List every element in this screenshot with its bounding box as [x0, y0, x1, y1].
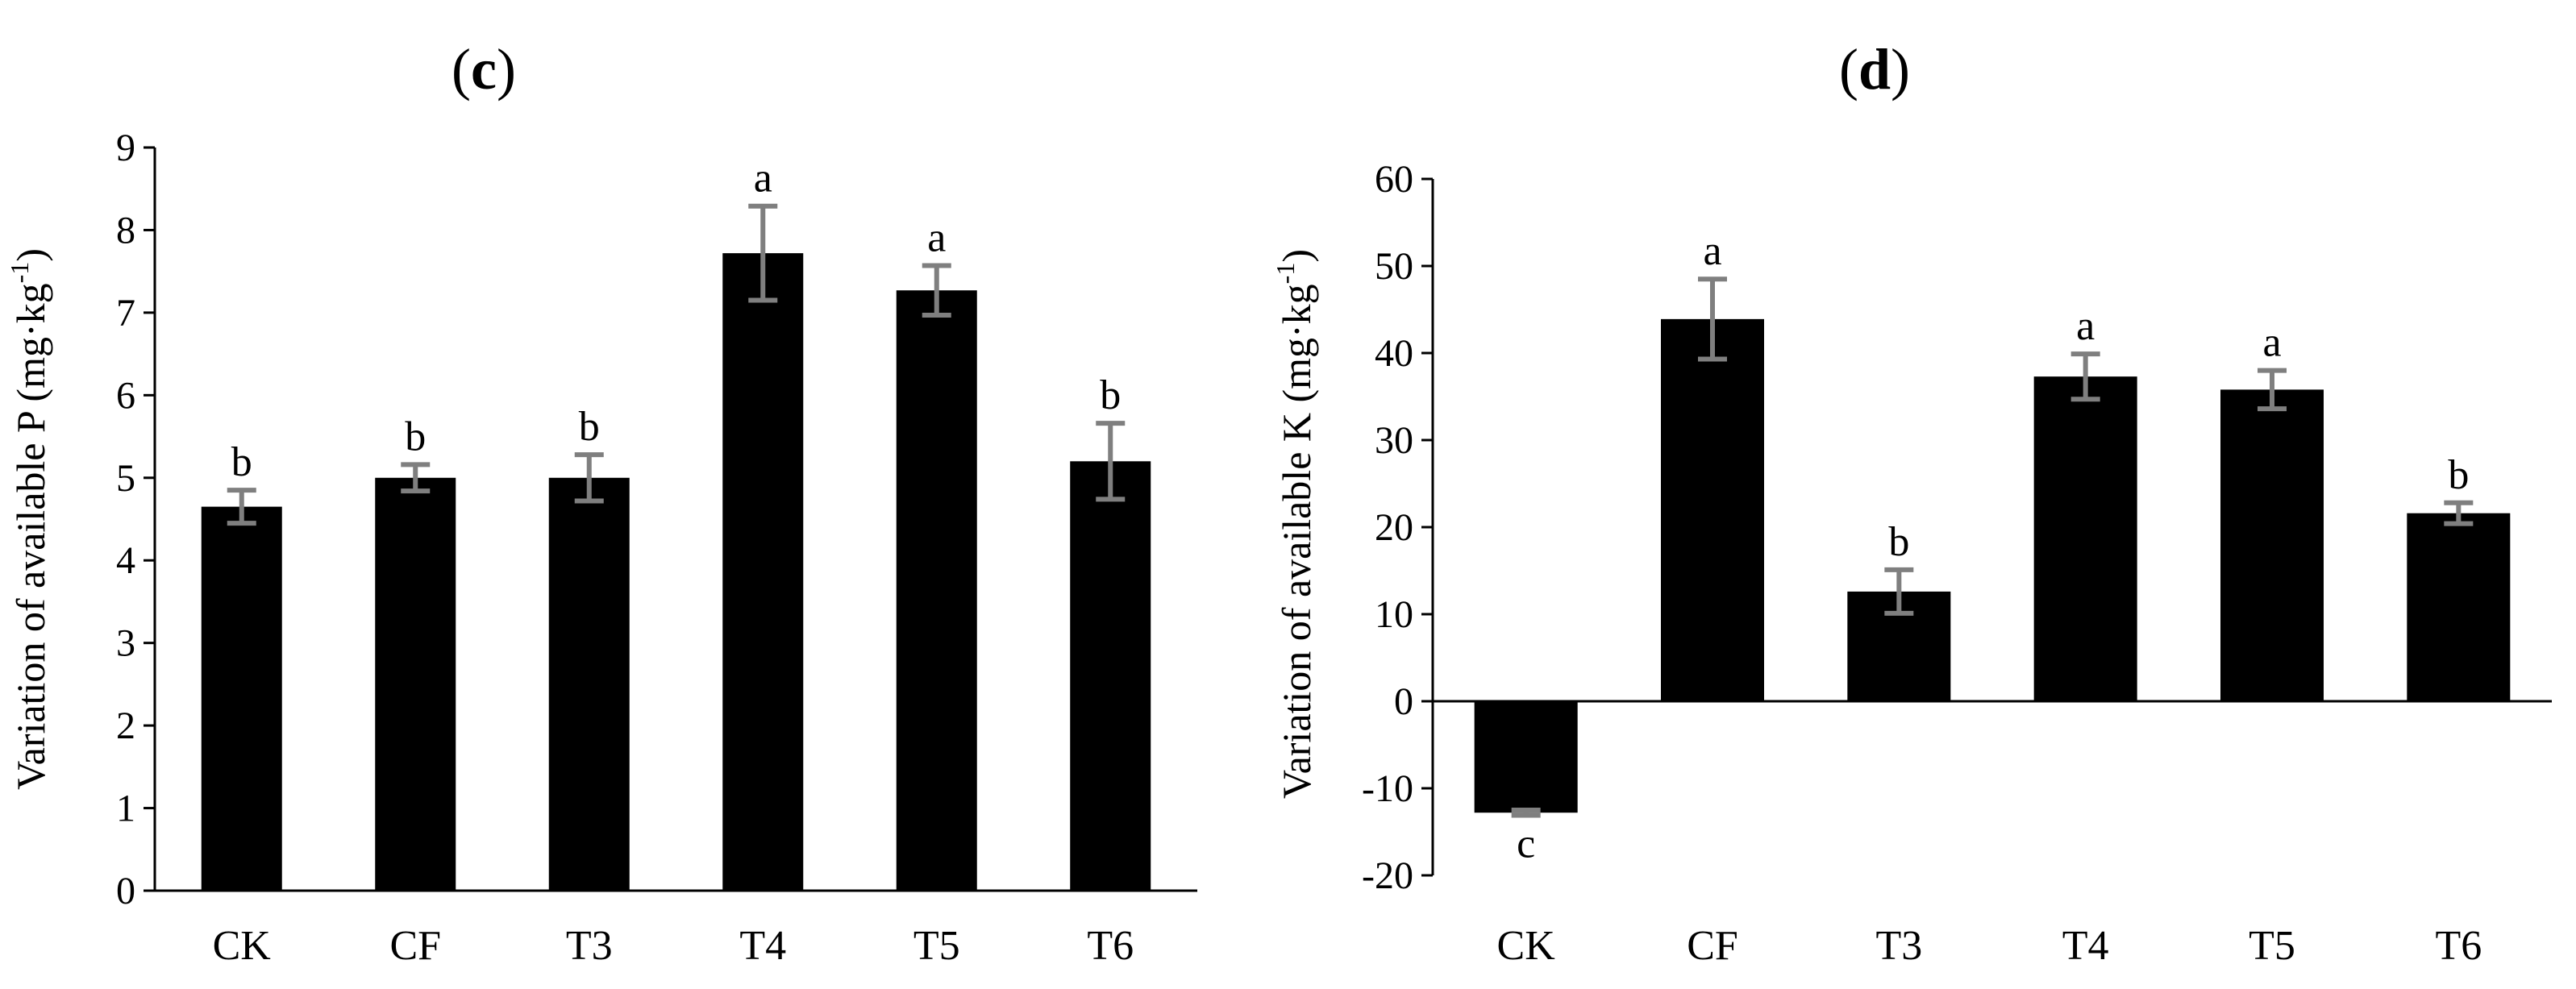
panel-d-bar-t4 — [2033, 376, 2137, 701]
panel-c-category-cf: CF — [389, 923, 441, 969]
panel-c-significance-ck: b — [231, 439, 252, 485]
panel-d-error-bar-t5 — [2258, 368, 2287, 412]
panel-c-significance-cf: b — [405, 413, 426, 459]
panel-d-significance-t3: b — [1888, 519, 1909, 565]
panel-c-bar-t4 — [722, 253, 804, 891]
panel-d-bar-t5 — [2220, 389, 2324, 701]
panel-c-bar-t3 — [548, 477, 630, 891]
panel-c-category-ck: CK — [213, 923, 272, 969]
panel-c-significance-t4: a — [754, 156, 772, 202]
panel-c-y-tick-label: 2 — [116, 704, 135, 747]
panel-d-significance-cf: a — [1703, 228, 1721, 274]
panel-c-error-bar-t6 — [1096, 421, 1126, 502]
panel-c-significance-t3: b — [579, 404, 600, 450]
panel-d-error-bar-t6 — [2444, 500, 2474, 526]
panel-c-error-bars — [227, 203, 1126, 526]
panel-d-error-bar-cf — [1698, 276, 1727, 362]
panel-d-significance-t4: a — [2076, 303, 2095, 349]
panel-d-significance-t5: a — [2262, 320, 2281, 366]
panel-c-category-t3: T3 — [566, 923, 613, 969]
panel-c-y-tick-label: 4 — [116, 539, 135, 582]
panel-c-significance-letters: b b b a a b — [231, 156, 1122, 485]
panel-d-error-bar-t4 — [2070, 351, 2100, 402]
panel-d-category-t6: T6 — [2435, 923, 2482, 969]
panel-d-y-tick-label: 30 — [1375, 419, 1413, 462]
panel-c-y-tick-label: 5 — [116, 457, 135, 500]
panel-c-y-tick-label: 8 — [116, 209, 135, 251]
panel-c-chart: (c) Variation of available P (mg·kg-1) 0… — [5, 37, 1197, 969]
panel-d-bar-cf — [1661, 318, 1764, 701]
panel-d-significance-t6: b — [2448, 452, 2469, 498]
panel-d-category-ck: CK — [1497, 923, 1556, 969]
panel-d-bars — [1474, 318, 2511, 813]
panel-d-error-bar-ck — [1511, 808, 1541, 818]
panel-c-title: (c) — [452, 37, 516, 102]
panel-d-bar-t6 — [2407, 513, 2511, 701]
panel-d-y-tick-label: -20 — [1362, 854, 1413, 897]
panel-c-category-t5: T5 — [913, 923, 960, 969]
panel-d-category-t4: T4 — [2062, 923, 2109, 969]
panel-c-y-ticks: 0 1 2 3 4 5 6 7 8 9 — [116, 127, 155, 912]
panel-c-bar-t5 — [896, 290, 977, 891]
panel-c-bar-cf — [375, 477, 456, 891]
panel-c-error-bar-t4 — [748, 203, 778, 303]
panel-d-y-axis-label: Variation of available K (mg·kg-1) — [1271, 249, 1319, 799]
panel-c-y-tick-label: 9 — [116, 127, 135, 169]
panel-c-error-bar-t5 — [922, 263, 951, 318]
panel-d-error-bars — [1511, 276, 2474, 818]
panel-c-x-tick-labels: CK CF T3 T4 T5 T6 — [213, 923, 1134, 969]
panel-c-category-t4: T4 — [739, 923, 786, 969]
panel-c-error-bar-ck — [227, 488, 256, 526]
panel-d-chart: (d) Variation of available K (mg·kg-1) -… — [1271, 37, 2552, 969]
panel-c-bars — [201, 253, 1151, 891]
panel-c-category-t6: T6 — [1087, 923, 1134, 969]
panel-d-title: (d) — [1839, 37, 1910, 102]
panel-c-y-tick-label: 7 — [116, 292, 135, 335]
panel-c-y-tick-label: 3 — [116, 622, 135, 665]
panel-d-significance-ck: c — [1517, 821, 1535, 866]
panel-d-category-t5: T5 — [2249, 923, 2295, 969]
panel-d-significance-letters: c a b a a b — [1517, 228, 2469, 866]
panel-d-y-tick-label: 50 — [1375, 245, 1413, 288]
panel-c-y-axis-label: Variation of available P (mg·kg-1) — [5, 248, 53, 790]
panel-c-y-tick-label: 0 — [116, 870, 135, 912]
panel-d-category-t3: T3 — [1875, 923, 1922, 969]
panel-d-y-tick-label: 60 — [1375, 158, 1413, 201]
panel-c-error-bar-t3 — [574, 452, 604, 504]
panel-d-y-tick-label: 20 — [1375, 506, 1413, 549]
panel-d-y-ticks: -20 -10 0 10 20 30 40 50 60 — [1362, 158, 1433, 897]
panel-d-category-cf: CF — [1687, 923, 1738, 969]
panel-c-y-tick-label: 1 — [116, 787, 135, 830]
panel-d-y-tick-label: 40 — [1375, 332, 1413, 375]
panel-c-y-tick-label: 6 — [116, 374, 135, 417]
panel-c-bar-t6 — [1070, 461, 1151, 891]
panel-c-significance-t6: b — [1100, 372, 1121, 418]
panel-d-error-bar-t3 — [1884, 567, 1914, 616]
panel-d-y-tick-label: 0 — [1394, 680, 1413, 723]
panel-c-error-bar-cf — [401, 462, 431, 494]
panel-c-significance-t5: a — [927, 214, 946, 260]
panel-d-y-tick-label: 10 — [1375, 593, 1413, 636]
panel-d-bar-ck — [1474, 701, 1578, 813]
panel-d-x-tick-labels: CK CF T3 T4 T5 T6 — [1497, 923, 2482, 969]
panel-d-y-tick-label: -10 — [1362, 767, 1413, 810]
panel-c-bar-ck — [201, 506, 282, 891]
